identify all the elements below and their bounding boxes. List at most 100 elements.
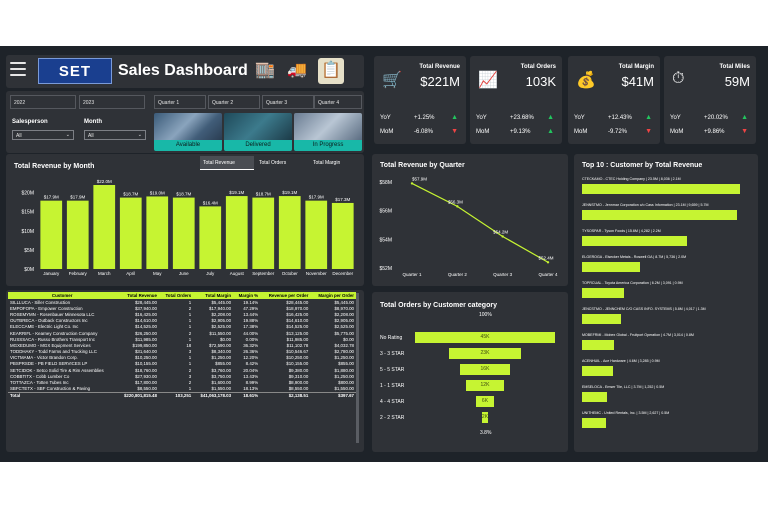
top10-bar[interactable]	[582, 392, 607, 402]
table-cell: 1	[188, 336, 192, 342]
funnel-bar[interactable]: 6K	[475, 396, 495, 407]
table-cell: $14,610.00	[134, 318, 157, 324]
table-header[interactable]: Margin per Order	[310, 292, 356, 299]
funnel-bar[interactable]: 23K	[449, 348, 521, 359]
table-scrollbar[interactable]	[356, 293, 359, 443]
status-in-progress-button[interactable]: In Progress	[294, 113, 362, 151]
y-tick-label: $0M	[24, 267, 34, 273]
status-delivered-label: Delivered	[224, 140, 292, 151]
top10-bar[interactable]	[582, 340, 614, 350]
table-total-row: Total $220,801,815.48 103,251 $41,063,178.0…	[8, 391, 356, 399]
x-tick-label: August	[230, 271, 245, 276]
top10-bar[interactable]	[582, 288, 624, 298]
data-label: $18.7M	[256, 192, 271, 197]
top10-bar[interactable]	[582, 418, 606, 428]
document-report-icon[interactable]: 📋	[318, 58, 344, 84]
top10-bar[interactable]	[582, 314, 621, 324]
table-total-cell: 103,251	[158, 391, 194, 399]
top10-bar[interactable]	[582, 262, 641, 272]
kpi-title: Total Orders	[520, 64, 556, 70]
table-header[interactable]: Total Margin	[193, 292, 234, 299]
table-row[interactable]: TOTTAZCA - Totten Tubes Inc $17,800.00 2 $1…	[8, 379, 356, 385]
table-row[interactable]: SILLLUCA - Siller Construction $28,445.00…	[8, 299, 356, 305]
table-cell: ROSEMYMN - Rosenbauer Minnesota LLC	[10, 311, 95, 317]
table-row[interactable]: MGXEDUMO - MGX Equipment Services $199,85…	[8, 342, 356, 348]
hamburger-menu-icon[interactable]	[10, 62, 26, 78]
quarter-3-button[interactable]: Quarter 3	[262, 95, 314, 109]
top10-bar[interactable]	[582, 236, 687, 246]
bar	[146, 196, 169, 269]
year-2022-button[interactable]: 2022	[10, 95, 76, 109]
table-cell: 19.14%	[243, 299, 259, 305]
growth-chart-icon: 📈	[478, 72, 498, 89]
status-delivered-button[interactable]: Delivered	[224, 113, 292, 151]
table-cell: 1	[188, 355, 192, 361]
salesperson-dropdown[interactable]: All ⌄	[12, 130, 74, 140]
table-row[interactable]: COBBTITX - Cobb Lumber Co $27,930.00 3 $3,7…	[8, 373, 356, 379]
data-label: $17.3M	[335, 197, 350, 202]
kpi-card: 💰 Total Margin $41M YoY +12.43% ▲ MoM -9.72% ▼	[568, 56, 660, 144]
bar	[119, 197, 142, 269]
table-row[interactable]: RUSSSACA - Russo Brothers Transport Inc $…	[8, 336, 356, 342]
tab-total-margin[interactable]: Total Margin	[313, 160, 341, 166]
table-cell: 47.29%	[243, 305, 259, 311]
chevron-down-icon: ⌄	[65, 132, 70, 138]
tab-total-orders[interactable]: Total Orders	[259, 160, 287, 166]
table-header[interactable]: Total Revenue	[116, 292, 159, 299]
table-row[interactable]: SBFCTETX - SBF Construction & Paving $8,5…	[8, 386, 356, 393]
truck-delivery-icon[interactable]: 🚚	[287, 62, 307, 79]
funnel-category-label: 3 - 3 STAR	[380, 351, 405, 357]
quarter-1-button[interactable]: Quarter 1	[154, 95, 206, 109]
table-row[interactable]: KEARRIFL - Kearney Construction Company $…	[8, 330, 356, 336]
bar	[172, 197, 195, 269]
table-header[interactable]: Customer	[8, 292, 117, 299]
table-cell: $5,775.00	[334, 330, 354, 336]
table-header[interactable]: Revenue per Order	[260, 292, 311, 299]
status-available-button[interactable]: Available	[154, 113, 222, 151]
table-total-cell: $220,801,815.48	[116, 391, 159, 399]
cart-icon: 🛒	[382, 72, 402, 89]
x-tick-label: Quarter 3	[493, 272, 513, 277]
top10-bar[interactable]	[582, 184, 740, 194]
table-cell: 3	[188, 373, 192, 379]
table-cell: SBFCTETX - SBF Construction & Paving	[10, 386, 91, 392]
table-cell: $1,600.00	[211, 380, 232, 386]
tab-total-revenue[interactable]: Total Revenue	[200, 156, 254, 170]
table-row[interactable]: VICTMAMA - Victor Brandon Corp. $10,250.0…	[8, 355, 356, 361]
top10-bar[interactable]	[582, 366, 613, 376]
year-2023-button[interactable]: 2023	[79, 95, 145, 109]
funnel-bar[interactable]: 12K	[466, 380, 504, 391]
funnel-bar[interactable]: 16K	[460, 364, 510, 375]
month-dropdown[interactable]: All ⌄	[84, 130, 146, 140]
table-row[interactable]: PBSPRSDE - PB FIELD SERVICES LP $10,155.0…	[8, 361, 356, 367]
table-cell: $72,590.00	[209, 342, 232, 348]
top10-bar[interactable]	[582, 210, 738, 220]
x-tick-label: Quarter 4	[538, 272, 558, 277]
table-header[interactable]: Margin %	[233, 292, 261, 299]
funnel-bar[interactable]: 45K	[415, 332, 555, 343]
table-header[interactable]: Total Orders	[158, 292, 194, 299]
table-cell: $13,125.00	[286, 330, 309, 336]
bar	[305, 200, 328, 269]
table-cell: 1	[188, 311, 192, 317]
table-cell: $10,250.00	[286, 355, 309, 361]
table-row[interactable]: ROSEMYMN - Rosenbauer Minnesota LLC $16,4…	[8, 311, 356, 317]
arrow-up-icon: ▲	[547, 128, 554, 135]
yoy-value: +12.43%	[608, 115, 632, 121]
table-row[interactable]: EMPOFOPA - Empower Construction $37,940.0…	[8, 305, 356, 311]
table-cell: $2,525.00	[211, 324, 232, 330]
table-row[interactable]: TODDHAKY - Todd Farms and Trucking LLC $3…	[8, 349, 356, 355]
warehouse-icon[interactable]: 🏬	[255, 62, 275, 79]
table-cell: $27,930.00	[134, 373, 157, 379]
quarter-2-button[interactable]: Quarter 2	[208, 95, 260, 109]
table-row[interactable]: OUTBRECA - Outback Constructors Inc $14,6…	[8, 318, 356, 324]
funnel-bar[interactable]: 2K	[481, 412, 489, 423]
table-cell: $1,550.00	[334, 386, 354, 392]
table-row[interactable]: SETCIDOK - Setco Solid Tire & Rim Assemb…	[8, 367, 356, 373]
salesperson-value: All	[16, 133, 22, 139]
table-cell: 8.42%	[245, 361, 259, 367]
quarter-4-button[interactable]: Quarter 4	[314, 95, 362, 109]
x-tick-label: September	[252, 271, 275, 276]
yoy-value: +1.25%	[414, 115, 435, 121]
table-row[interactable]: ELECCAME - Electric Light Co. Inc $14,525…	[8, 324, 356, 330]
